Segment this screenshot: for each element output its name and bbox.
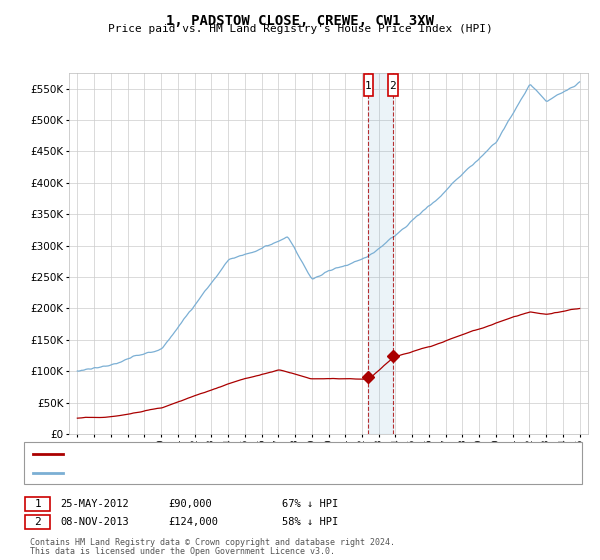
Text: HPI: Average price, detached house, Cheshire East: HPI: Average price, detached house, Ches… bbox=[69, 468, 375, 478]
Text: This data is licensed under the Open Government Licence v3.0.: This data is licensed under the Open Gov… bbox=[30, 547, 335, 556]
Text: 1, PADSTOW CLOSE, CREWE, CW1 3XW (detached house): 1, PADSTOW CLOSE, CREWE, CW1 3XW (detach… bbox=[69, 449, 375, 459]
Text: 1: 1 bbox=[365, 81, 372, 91]
Text: Contains HM Land Registry data © Crown copyright and database right 2024.: Contains HM Land Registry data © Crown c… bbox=[30, 538, 395, 547]
Text: £90,000: £90,000 bbox=[168, 499, 212, 509]
Text: Price paid vs. HM Land Registry's House Price Index (HPI): Price paid vs. HM Land Registry's House … bbox=[107, 24, 493, 34]
Text: 67% ↓ HPI: 67% ↓ HPI bbox=[282, 499, 338, 509]
Text: 2: 2 bbox=[34, 517, 41, 527]
Text: 08-NOV-2013: 08-NOV-2013 bbox=[60, 517, 129, 527]
Bar bbox=[368, 73, 393, 434]
Text: 1: 1 bbox=[34, 499, 41, 509]
Text: 2: 2 bbox=[389, 81, 397, 91]
FancyBboxPatch shape bbox=[388, 74, 398, 96]
Text: £124,000: £124,000 bbox=[168, 517, 218, 527]
Text: 1, PADSTOW CLOSE, CREWE, CW1 3XW: 1, PADSTOW CLOSE, CREWE, CW1 3XW bbox=[166, 14, 434, 28]
Text: 25-MAY-2012: 25-MAY-2012 bbox=[60, 499, 129, 509]
Text: 58% ↓ HPI: 58% ↓ HPI bbox=[282, 517, 338, 527]
FancyBboxPatch shape bbox=[364, 74, 373, 96]
